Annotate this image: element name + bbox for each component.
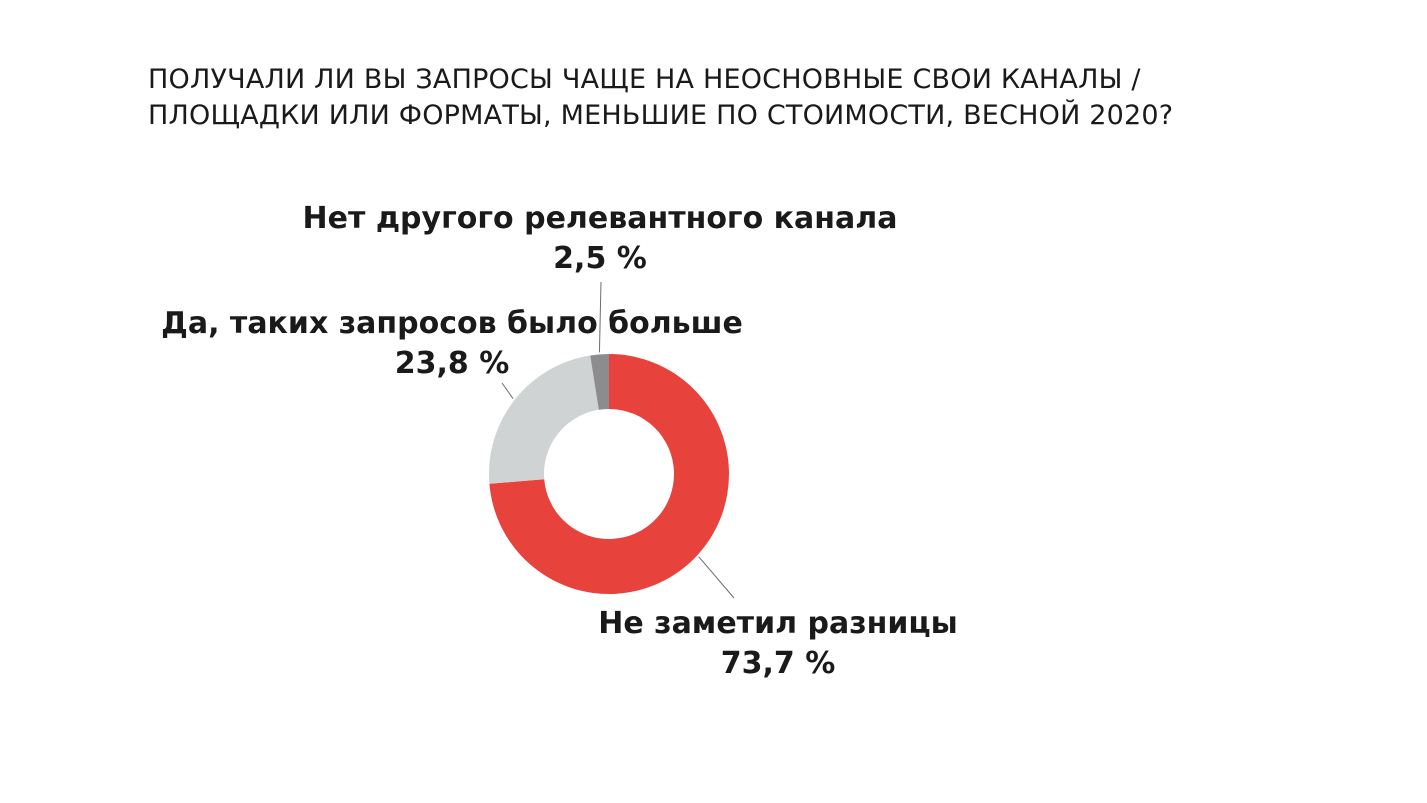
- chart-title-line-2: ПЛОЩАДКИ ИЛИ ФОРМАТЫ, МЕНЬШИЕ ПО СТОИМОС…: [148, 100, 1174, 131]
- leader-net-kanala: [598, 281, 602, 353]
- slice-value-ne-zametil: 73,7 %: [721, 646, 836, 681]
- slice-net-kanala: [590, 354, 609, 410]
- slice-ne-zametil: [489, 354, 730, 594]
- slice-label-ne-zametil: Не заметил разницы: [598, 606, 958, 641]
- leader-da-bolshe: [501, 382, 514, 399]
- chart-title: ПОЛУЧАЛИ ЛИ ВЫ ЗАПРОСЫ ЧАЩЕ НА НЕОСНОВНЫ…: [148, 62, 1298, 134]
- slice-da-bolshe: [489, 355, 599, 484]
- chart-title-line-1: ПОЛУЧАЛИ ЛИ ВЫ ЗАПРОСЫ ЧАЩЕ НА НЕОСНОВНЫ…: [148, 64, 1141, 95]
- slice-label-net-kanala: Нет другого релевантного канала: [303, 201, 898, 236]
- slice-labels: Не заметил разницы 73,7 % Да, таких запр…: [161, 201, 958, 681]
- slice-value-da-bolshe: 23,8 %: [395, 346, 510, 381]
- donut-slices: [489, 354, 730, 594]
- slice-label-da-bolshe: Да, таких запросов было больше: [161, 306, 743, 341]
- leader-ne-zametil: [698, 556, 735, 599]
- slice-value-net-kanala: 2,5 %: [553, 241, 647, 276]
- leader-lines: [501, 281, 735, 599]
